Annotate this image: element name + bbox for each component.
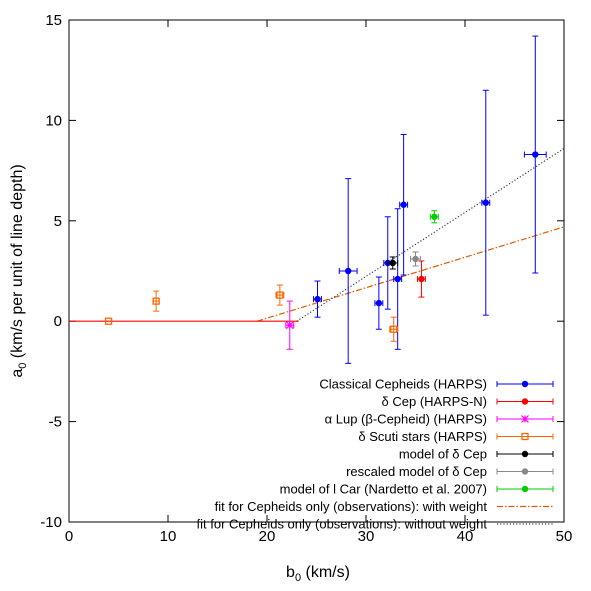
x-tick-label: 50 xyxy=(556,528,573,545)
legend-entry: rescaled model of δ Cep xyxy=(346,464,554,479)
fit-line-0 xyxy=(256,226,565,322)
data-point xyxy=(375,299,383,307)
y-tick-label: 5 xyxy=(54,213,62,230)
y-tick-label: 0 xyxy=(54,313,62,330)
legend-swatch-marker xyxy=(521,468,529,475)
legend-entry: Classical Cepheids (HARPS) xyxy=(319,377,554,392)
series-1 xyxy=(416,260,426,298)
plot-border xyxy=(68,19,565,523)
legend-label: fit for Cepheids only (observations): wi… xyxy=(215,499,488,514)
x-tick-label: 0 xyxy=(65,528,73,545)
legend-label: Classical Cepheids (HARPS) xyxy=(319,377,487,392)
x-tick-label: 10 xyxy=(160,528,177,545)
series-5 xyxy=(410,251,421,267)
x-tick-label: 30 xyxy=(358,528,375,545)
data-point xyxy=(314,295,321,303)
x-tick-label: 20 xyxy=(259,528,276,545)
data-point xyxy=(400,201,407,208)
y-tick-label: -5 xyxy=(49,414,62,431)
legend-swatch-marker xyxy=(521,380,529,388)
legend-label: rescaled model of δ Cep xyxy=(346,464,487,479)
data-point xyxy=(482,199,489,206)
legend-swatch-marker xyxy=(521,398,529,405)
data-point xyxy=(431,213,438,220)
legend-label: fit for Cepheids only (observations): wi… xyxy=(197,517,488,532)
data-point xyxy=(389,259,396,267)
data-point xyxy=(418,275,425,283)
data-point xyxy=(532,151,539,158)
legend-entry: δ Cep (HARPS-N) xyxy=(382,394,554,409)
x-tick-label: 40 xyxy=(457,528,474,545)
data-point xyxy=(344,267,352,275)
legend-entry: model of δ Cep xyxy=(399,447,554,462)
legend-entry: δ Scuti stars (HARPS) xyxy=(358,429,554,444)
data-point xyxy=(390,325,398,333)
y-tick-label: 10 xyxy=(45,112,62,129)
legend-label: model of δ Cep xyxy=(399,447,487,462)
legend-label: δ Scuti stars (HARPS) xyxy=(358,429,487,444)
legend-swatch-marker xyxy=(521,450,529,458)
fit-line-1 xyxy=(296,148,565,322)
y-tick-label: 15 xyxy=(45,12,62,29)
data-point xyxy=(412,255,419,263)
plot-frame xyxy=(68,19,565,523)
legend-swatch-marker xyxy=(521,485,529,493)
legend-label: model of l Car (Nardetto et al. 2007) xyxy=(280,482,487,497)
x-axis-label: b0 (km/s) xyxy=(286,564,350,584)
axis-ticks: 0 10 20 30 40 50 -10 -5 0 5 10 15 xyxy=(40,12,572,545)
series-6 xyxy=(429,210,439,224)
series-0 xyxy=(313,35,547,364)
legend-entry: α Lup (β-Cepheid) (HARPS) xyxy=(325,412,554,427)
data-point xyxy=(104,317,113,325)
y-tick-label: -10 xyxy=(40,514,62,531)
data-point xyxy=(152,297,160,305)
legend: Classical Cepheids (HARPS) δ Cep (HARPS-N… xyxy=(197,377,554,532)
series-2 xyxy=(285,300,295,350)
data-points xyxy=(104,35,547,364)
legend-entry: model of l Car (Nardetto et al. 2007) xyxy=(280,482,554,497)
legend-entry: fit for Cepheids only (observations): wi… xyxy=(215,499,553,514)
legend-entry: fit for Cepheids only (observations): wi… xyxy=(197,517,553,532)
legend-swatch-marker xyxy=(521,432,529,441)
data-point xyxy=(285,321,294,330)
data-point xyxy=(394,275,401,283)
legend-label: δ Cep (HARPS-N) xyxy=(382,394,487,409)
series-3 xyxy=(104,284,399,342)
fit-lines xyxy=(69,148,565,322)
legend-swatch-marker xyxy=(521,415,529,423)
y-axis-label: a0 (km/s per unit of line depth) xyxy=(9,164,29,377)
legend-label: α Lup (β-Cepheid) (HARPS) xyxy=(325,412,487,427)
series-4 xyxy=(387,256,399,270)
data-point xyxy=(276,291,284,299)
